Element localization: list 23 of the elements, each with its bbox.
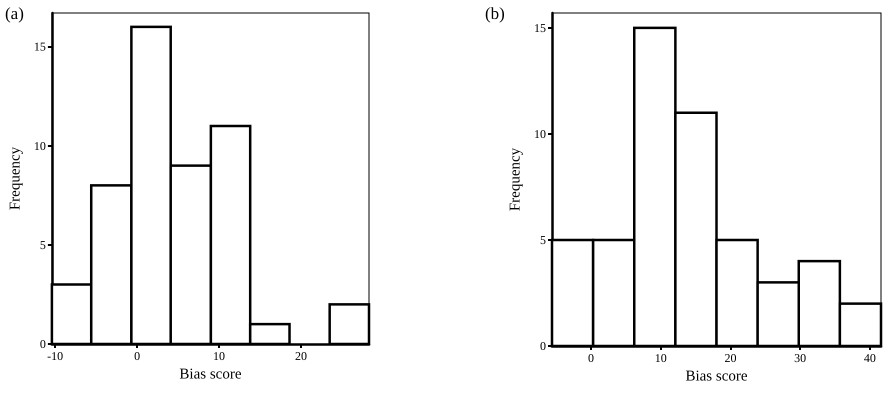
x-tick-label: 0 <box>588 351 594 365</box>
chart-title: (b) <box>485 4 505 23</box>
y-tick-label: 10 <box>34 138 46 153</box>
x-tick-label: 20 <box>724 351 736 365</box>
y-tick-label: 5 <box>540 232 546 247</box>
y-tick-label: 0 <box>40 337 46 351</box>
x-tick-label: 30 <box>794 351 806 365</box>
x-tick-label: 10 <box>654 351 667 365</box>
y-axis-title: Frequency <box>508 147 524 212</box>
x-axis-title: Bias score <box>685 368 748 384</box>
y-tick-label: 0 <box>540 339 546 353</box>
y-tick-label: 10 <box>534 126 546 141</box>
y-tick-label: 15 <box>34 40 46 54</box>
y-tick-label: 15 <box>534 20 546 35</box>
x-tick-label: 20 <box>294 349 307 363</box>
chart-title: (a) <box>5 4 24 23</box>
x-axis-title: Bias score <box>179 366 242 382</box>
x-tick-label: 10 <box>213 349 226 363</box>
y-axis-title: Frequency <box>8 146 24 210</box>
x-tick-label: -10 <box>47 349 64 363</box>
x-tick-label: 40 <box>864 351 876 365</box>
y-tick-label: 5 <box>40 238 46 252</box>
x-tick-label: 0 <box>134 349 140 363</box>
